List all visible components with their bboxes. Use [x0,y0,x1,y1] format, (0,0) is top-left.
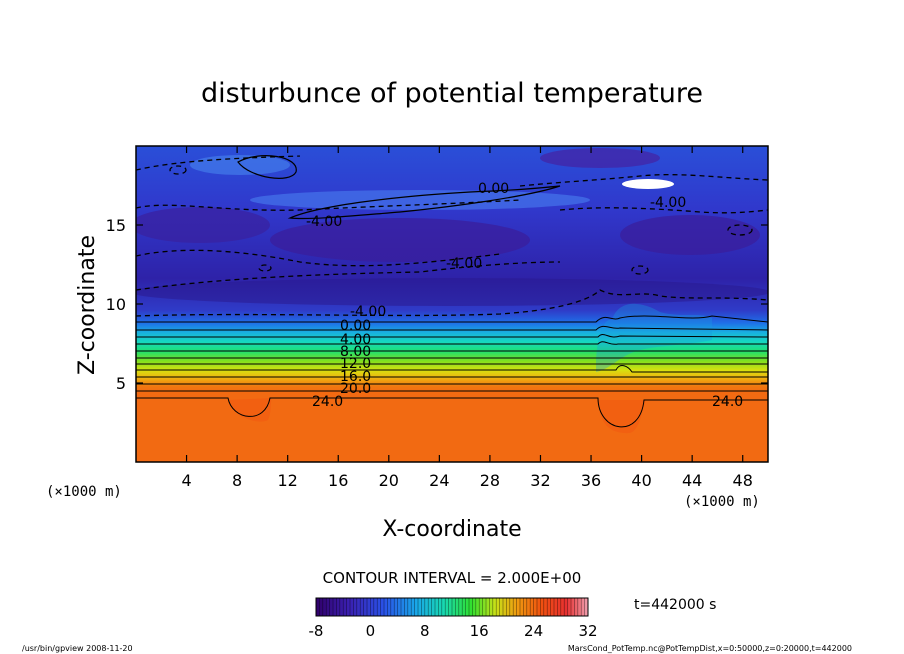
x-tick-label: 48 [733,471,753,490]
contour-label: 24.0 [712,394,743,410]
contour-label: 8.00 [340,344,371,360]
x-tick-label: 32 [530,471,550,490]
y-axis-label: Z-coordinate [75,235,100,375]
contour-lines-solid [136,315,768,428]
contour-label: 24.0 [312,394,343,410]
y-tick-label: 15 [106,216,126,235]
contour-label: -4.00 [650,195,686,211]
chart-title: disturbunce of potential temperature [201,78,703,109]
x-tick-label: 44 [682,471,702,490]
x-ticks: 4 8 12 16 20 24 28 32 36 40 44 48 [181,146,753,490]
y-tick-label: 5 [116,374,126,393]
purple-blob-upper-left [136,207,270,243]
contour-label: 16.0 [340,369,371,385]
x-tick-label: 28 [480,471,500,490]
contour-label: -4.00 [350,304,386,320]
contour-blob-top [237,155,297,179]
time-label: t=442000 s [634,597,716,613]
contour-zero-upper [287,185,561,220]
colorbar-tick-label: 16 [470,622,489,640]
contour-interval: CONTOUR INTERVAL = 2.000E+00 [323,569,582,587]
white-patch [622,179,674,189]
footer-right: MarsCond_PotTemp.nc@PotTempDist,x=0:5000… [568,644,852,653]
x-tick-label: 40 [631,471,651,490]
x-tick-label: 16 [328,471,348,490]
contour-label: 0.00 [478,181,509,197]
y-tick-label: 10 [106,295,126,314]
contour-label: 0.00 [340,318,371,334]
x-tick-label: 8 [232,471,242,490]
colorbar-tick-label: 8 [420,622,430,640]
contour-labels: 0.00 -4.00 -4.00 -4.00 -4.00 0.00 4.00 8… [306,181,743,410]
colorbar-tick-label: 32 [578,622,597,640]
dark-band [136,278,768,306]
x-unit-right: (×1000 m) [684,494,760,510]
x-tick-label: 4 [181,471,191,490]
x-axis-label: X-coordinate [382,517,521,542]
colorbar-tick-label: 24 [524,622,543,640]
plot-area [136,146,768,462]
colorbar-tick-label: 0 [366,622,376,640]
x-tick-label: 20 [379,471,399,490]
x-tick-label: 24 [429,471,449,490]
footer-left: /usr/bin/gpview 2008-11-20 [22,644,133,653]
x-tick-label: 36 [581,471,601,490]
contour-label: 20.0 [340,381,371,397]
contour-label: 4.00 [340,332,371,348]
contour-label: -4.00 [446,256,482,272]
colorbar-divisions [315,598,589,616]
purple-blob-top [540,148,660,168]
colorbar-tick-label: -8 [309,622,324,640]
contour-label: -4.00 [306,214,342,230]
purple-blob-upper-mid [270,218,530,262]
orange-dip-left [228,398,272,422]
purple-blob-upper-right [620,215,760,255]
y-ticks: 5 10 15 [106,216,768,393]
orange-dip-right [598,400,646,434]
blue-band-light [250,190,590,210]
colorbar-ticks: -8 0 8 16 24 32 [309,622,598,640]
contour-label: 12.0 [340,356,371,372]
x-unit-left: (×1000 m) [46,484,122,500]
disturbance-plume [596,303,712,372]
x-tick-label: 12 [278,471,298,490]
